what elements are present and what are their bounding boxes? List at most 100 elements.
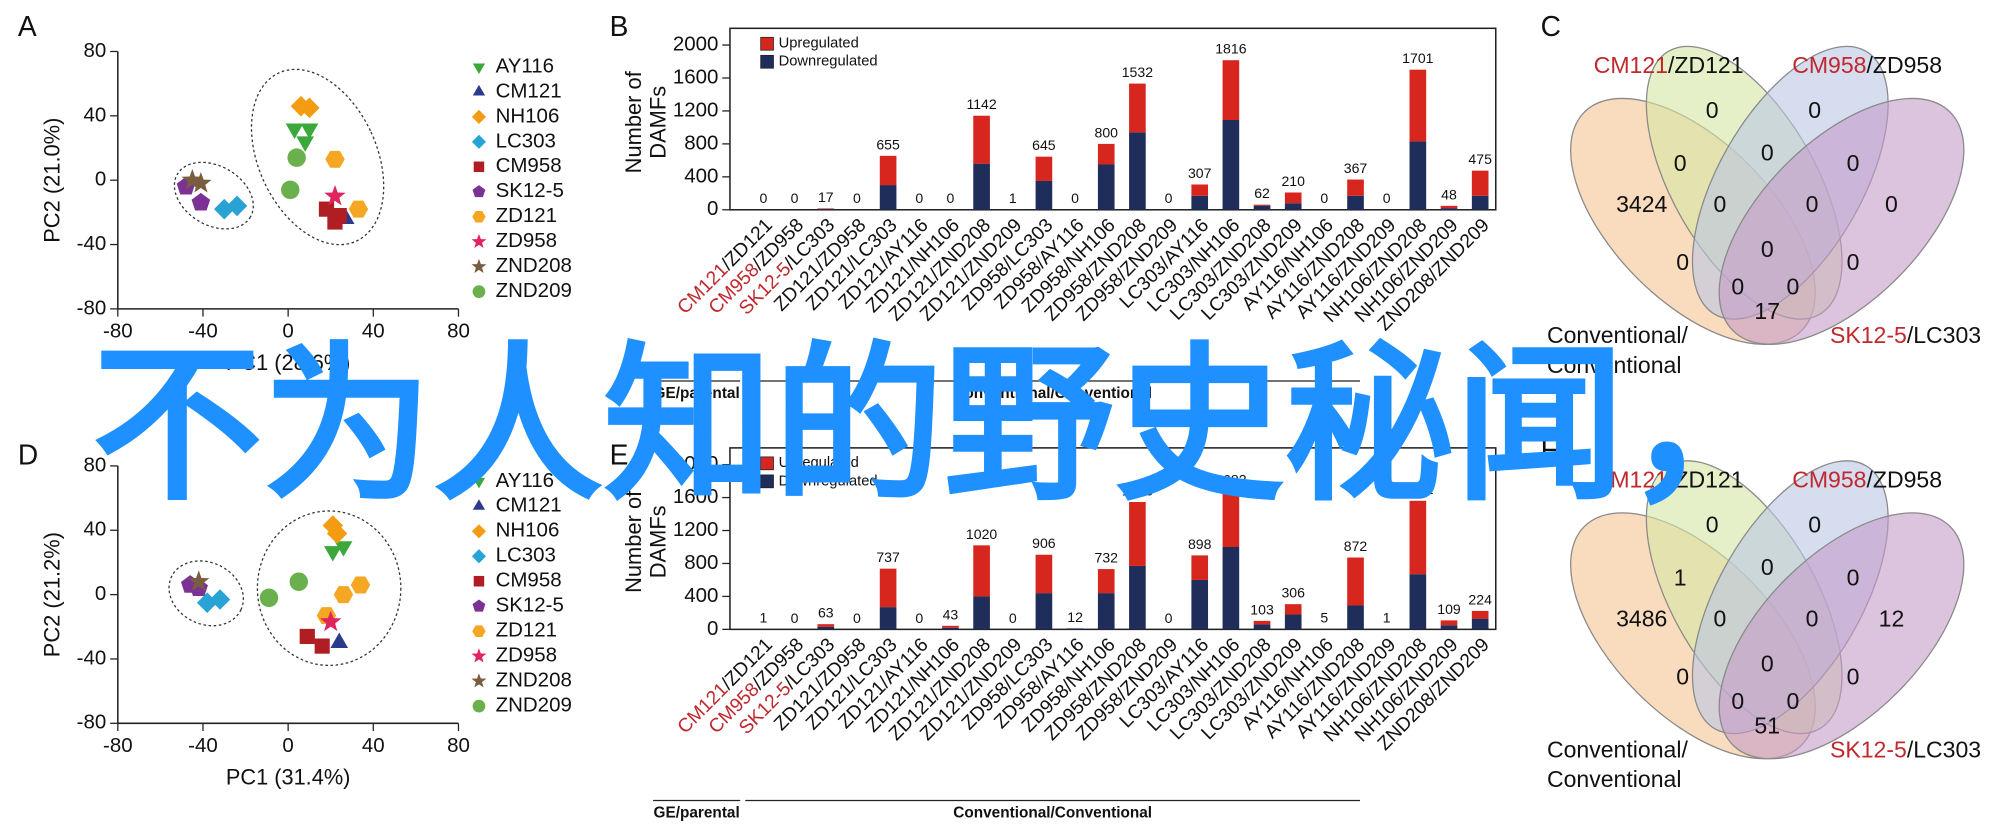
x-tick-label: 0 bbox=[282, 734, 293, 757]
region-count: 0 bbox=[1847, 564, 1860, 590]
legend-label: ZD958 bbox=[496, 229, 557, 252]
bar-segment bbox=[1129, 132, 1146, 210]
y-tick-label: 1600 bbox=[673, 65, 719, 88]
legend-marker bbox=[472, 599, 486, 612]
region-count: 3486 bbox=[1616, 605, 1667, 631]
y-tick-label: -80 bbox=[77, 296, 107, 319]
overlay-text: 不为人知的野史秘闻， bbox=[92, 327, 1795, 525]
legend-marker bbox=[472, 285, 486, 299]
bar-segment bbox=[973, 545, 990, 597]
bar-segment bbox=[942, 627, 959, 630]
total-label: 1682 bbox=[1215, 471, 1246, 487]
region-count: 17 bbox=[1754, 298, 1780, 324]
bar-segment bbox=[1035, 180, 1053, 210]
legend-label: Upregulated bbox=[779, 36, 859, 52]
point bbox=[330, 632, 349, 649]
total-label: 43 bbox=[943, 606, 959, 622]
group-label: Conventional/Conventional bbox=[953, 385, 1152, 402]
point bbox=[281, 180, 300, 200]
total-label: 0 bbox=[791, 610, 799, 626]
y-tick-label: 40 bbox=[84, 103, 107, 126]
region-count: 0 bbox=[1706, 511, 1719, 537]
legend-marker bbox=[471, 648, 487, 663]
region-count: 0 bbox=[1731, 688, 1744, 714]
bar-segment bbox=[1253, 204, 1271, 206]
legend-label: CM958 bbox=[496, 569, 562, 592]
point bbox=[299, 97, 320, 119]
y-tick-label: 0 bbox=[707, 617, 718, 640]
y-axis-label: PC2 (21.2%) bbox=[40, 532, 65, 657]
x-tick-label: -80 bbox=[103, 734, 133, 757]
point bbox=[320, 610, 342, 632]
bar-segment bbox=[1191, 579, 1209, 630]
bar-segment bbox=[1222, 120, 1240, 210]
total-label: 210 bbox=[1281, 173, 1305, 189]
bar-segment bbox=[1347, 557, 1364, 606]
bar-segment bbox=[1440, 205, 1458, 209]
region-count: 0 bbox=[1713, 191, 1726, 217]
bar-segment bbox=[1035, 593, 1053, 630]
bar-segment bbox=[1347, 195, 1364, 210]
point bbox=[285, 123, 304, 139]
y-axis-label-line: DAMFs bbox=[645, 86, 670, 159]
group-label: GE/parental bbox=[654, 804, 740, 821]
legend-label: CM958 bbox=[496, 154, 562, 177]
region-count: 0 bbox=[1761, 554, 1774, 580]
legend-marker bbox=[473, 161, 485, 173]
legend-label: ZD958 bbox=[496, 644, 557, 667]
total-label: 1020 bbox=[966, 526, 997, 542]
group-label: Conventional/Conventional bbox=[953, 804, 1152, 821]
region-count: 3424 bbox=[1616, 191, 1667, 217]
bar-segment bbox=[1284, 192, 1302, 204]
total-label: 906 bbox=[1032, 535, 1056, 551]
total-label: 732 bbox=[1094, 549, 1118, 565]
region-count: 0 bbox=[1761, 140, 1774, 166]
total-label: 48 bbox=[1441, 186, 1457, 202]
point bbox=[209, 589, 231, 610]
legend-label: LC303 bbox=[496, 544, 556, 567]
region-count: 0 bbox=[1761, 650, 1774, 676]
bar-segment bbox=[1191, 195, 1209, 210]
legend-label: CM121 bbox=[496, 79, 562, 102]
bar-segment bbox=[1440, 620, 1458, 626]
legend-label: NH106 bbox=[496, 104, 560, 127]
panel-label: B bbox=[610, 10, 629, 42]
point bbox=[187, 570, 210, 591]
total-label: 1 bbox=[1009, 190, 1017, 206]
total-label: 103 bbox=[1250, 601, 1274, 617]
total-label: 655 bbox=[876, 136, 900, 152]
legend-label: Downregulated bbox=[779, 54, 878, 70]
bar-segment bbox=[1440, 625, 1458, 630]
region-count: 0 bbox=[1806, 191, 1819, 217]
y-tick-label: 800 bbox=[684, 131, 718, 154]
x-axis-label: PC1 (31.4%) bbox=[226, 764, 351, 789]
bar-segment bbox=[1066, 628, 1084, 630]
bar-segment bbox=[1129, 565, 1146, 630]
total-label: 62 bbox=[1254, 185, 1270, 201]
region-count: 0 bbox=[1808, 97, 1821, 123]
y-axis-label-line: DAMFs bbox=[645, 505, 670, 578]
point bbox=[300, 123, 319, 139]
panel-label: E bbox=[610, 438, 629, 470]
point bbox=[299, 628, 315, 645]
bar-segment bbox=[879, 607, 897, 630]
y-tick-label: 80 bbox=[84, 39, 107, 62]
bar-segment bbox=[1347, 605, 1364, 630]
legend-marker bbox=[472, 625, 486, 637]
y-tick-label: -40 bbox=[77, 232, 107, 255]
y-tick-label: 400 bbox=[684, 584, 718, 607]
point bbox=[296, 136, 315, 152]
total-label: 367 bbox=[1344, 160, 1368, 176]
legend-marker bbox=[472, 63, 486, 75]
region-count: 1 bbox=[1674, 564, 1687, 590]
total-label: 872 bbox=[1344, 538, 1368, 554]
total-label: 0 bbox=[1383, 190, 1391, 206]
total-label: 63 bbox=[818, 605, 834, 621]
legend-label: ZND209 bbox=[496, 693, 572, 716]
panel-label: F bbox=[1541, 433, 1558, 465]
total-label: 1816 bbox=[1215, 41, 1246, 57]
bar-segment bbox=[817, 624, 835, 627]
legend-swatch bbox=[760, 54, 774, 69]
bar-segment bbox=[1097, 164, 1115, 210]
bar-segment bbox=[1284, 203, 1302, 210]
